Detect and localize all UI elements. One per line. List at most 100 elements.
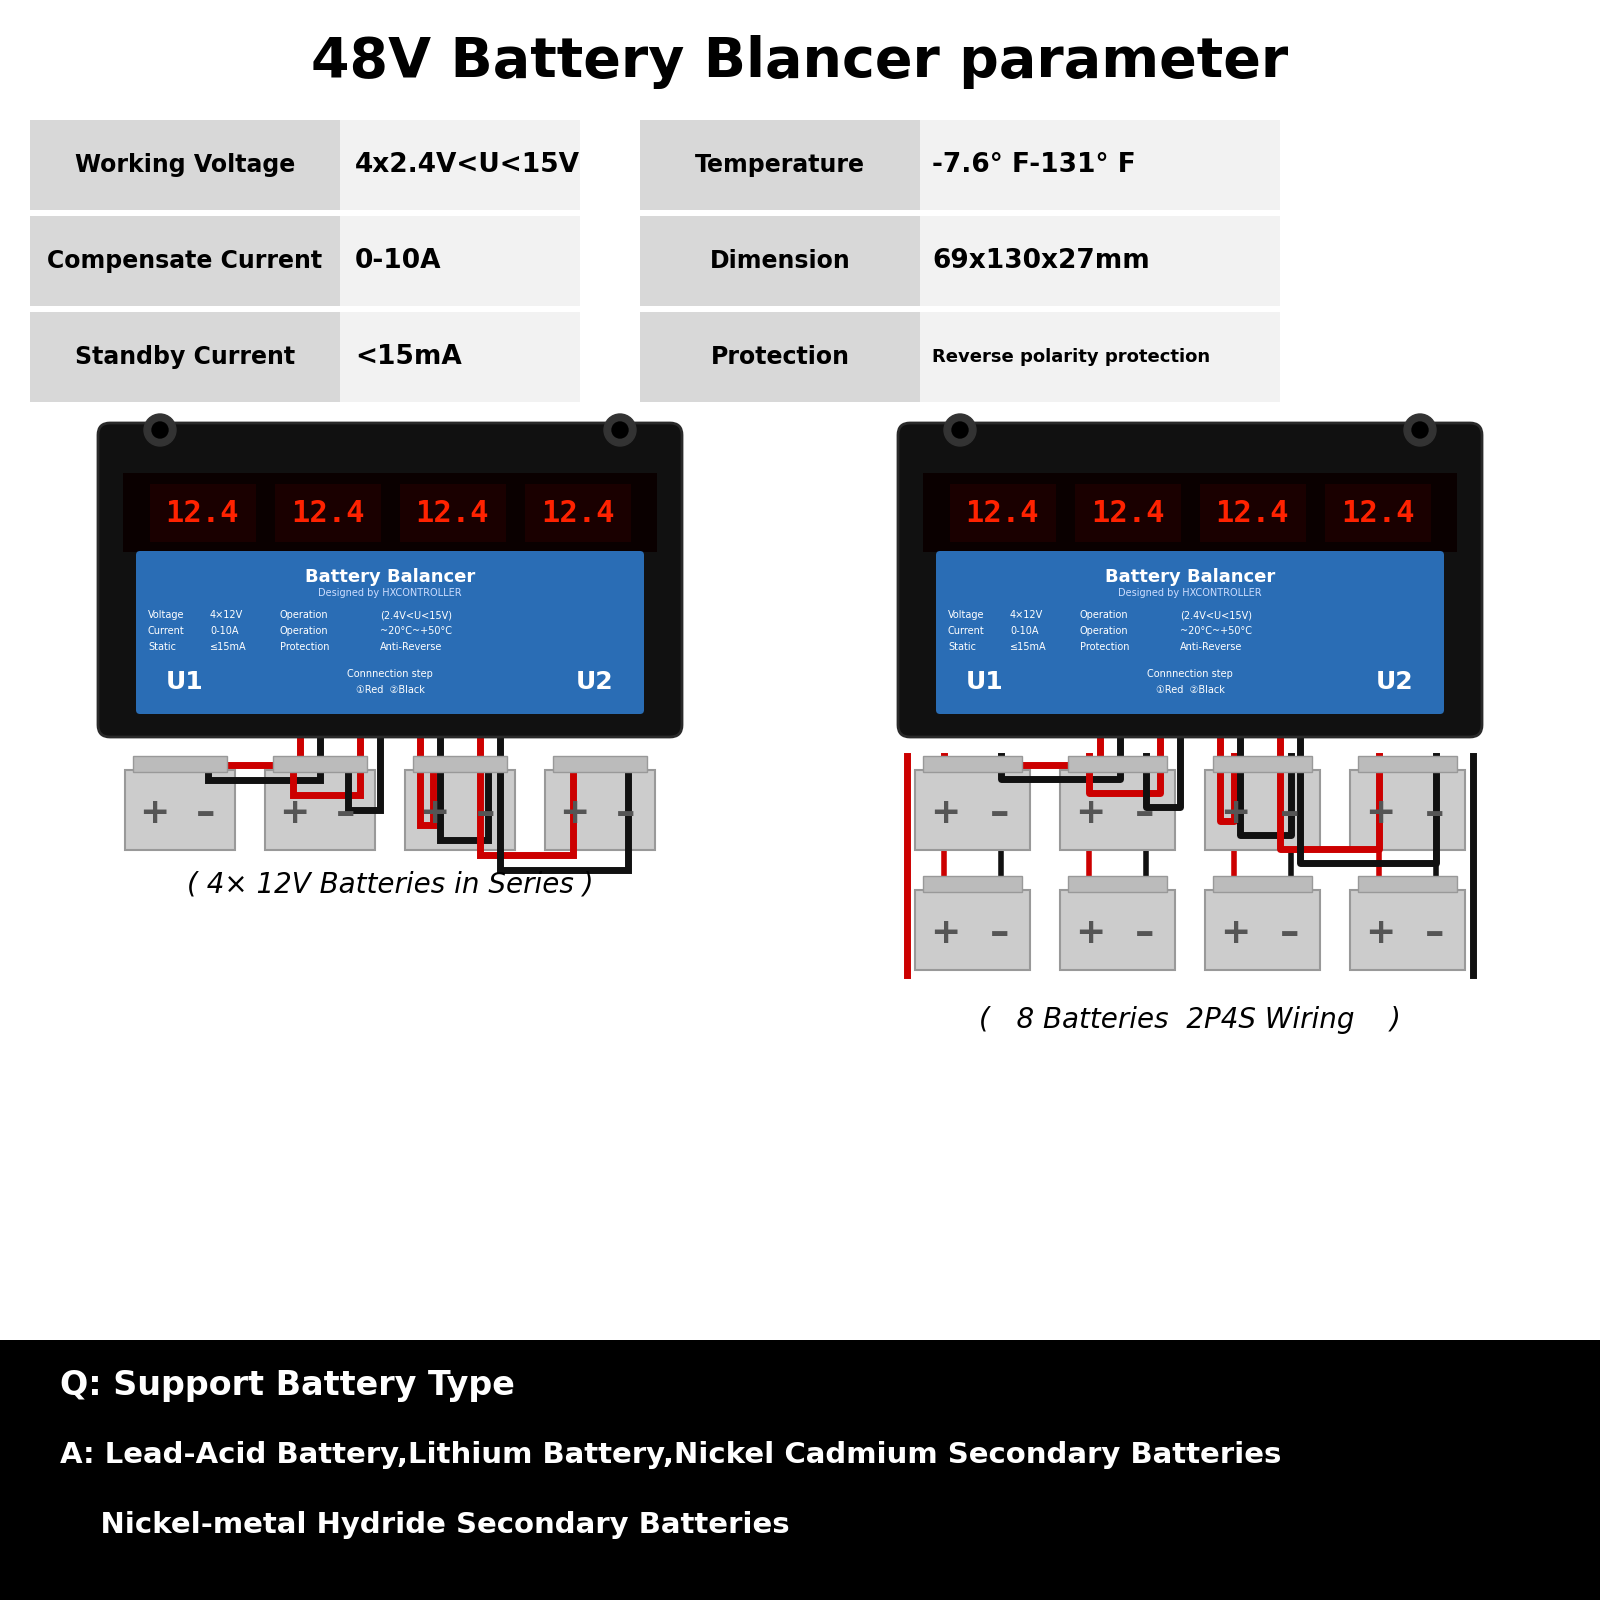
Text: Reverse polarity protection: Reverse polarity protection xyxy=(931,349,1210,366)
Text: -7.6° F-131° F: -7.6° F-131° F xyxy=(931,152,1136,178)
FancyBboxPatch shape xyxy=(275,483,381,542)
Circle shape xyxy=(144,414,176,446)
FancyBboxPatch shape xyxy=(1213,757,1312,773)
FancyBboxPatch shape xyxy=(266,770,374,850)
Text: +: + xyxy=(419,795,450,830)
Text: U1: U1 xyxy=(966,670,1003,694)
Text: ≤15mA: ≤15mA xyxy=(1010,642,1046,653)
Text: Static: Static xyxy=(147,642,176,653)
Text: 12.4: 12.4 xyxy=(1216,499,1290,528)
FancyBboxPatch shape xyxy=(400,483,506,542)
Text: 12.4: 12.4 xyxy=(166,499,240,528)
Text: ①Red  ②Black: ①Red ②Black xyxy=(355,685,424,694)
FancyBboxPatch shape xyxy=(1205,890,1320,970)
Text: 48V Battery Blancer parameter: 48V Battery Blancer parameter xyxy=(312,35,1288,90)
Text: +: + xyxy=(560,795,590,830)
Text: +: + xyxy=(1221,915,1251,950)
FancyBboxPatch shape xyxy=(274,757,366,773)
Text: +: + xyxy=(1365,795,1395,830)
Circle shape xyxy=(952,422,968,438)
FancyBboxPatch shape xyxy=(1213,877,1312,893)
Text: Designed by HXCONTROLLER: Designed by HXCONTROLLER xyxy=(1118,587,1262,598)
Text: Dimension: Dimension xyxy=(710,250,850,274)
Text: –: – xyxy=(616,794,635,832)
Text: 69x130x27mm: 69x130x27mm xyxy=(931,248,1150,274)
Text: 12.4: 12.4 xyxy=(541,499,614,528)
Text: Current: Current xyxy=(147,626,184,635)
Text: (2.4V<U<15V): (2.4V<U<15V) xyxy=(381,610,453,619)
Text: –: – xyxy=(989,914,1010,952)
Text: Protection: Protection xyxy=(280,642,330,653)
Text: (2.4V<U<15V): (2.4V<U<15V) xyxy=(1181,610,1251,619)
FancyBboxPatch shape xyxy=(640,120,920,210)
Text: –: – xyxy=(1280,914,1299,952)
FancyBboxPatch shape xyxy=(1358,757,1458,773)
FancyBboxPatch shape xyxy=(98,422,682,738)
Circle shape xyxy=(1413,422,1429,438)
Text: –: – xyxy=(1424,794,1443,832)
FancyBboxPatch shape xyxy=(915,890,1030,970)
FancyBboxPatch shape xyxy=(1069,757,1166,773)
Text: 4x2.4V<U<15V: 4x2.4V<U<15V xyxy=(355,152,579,178)
Text: (   8 Batteries  2P4S Wiring    ): ( 8 Batteries 2P4S Wiring ) xyxy=(979,1006,1402,1034)
Text: U1: U1 xyxy=(166,670,203,694)
FancyBboxPatch shape xyxy=(133,757,227,773)
Circle shape xyxy=(611,422,627,438)
Text: 12.4: 12.4 xyxy=(966,499,1040,528)
Text: Static: Static xyxy=(947,642,976,653)
FancyBboxPatch shape xyxy=(546,770,654,850)
Text: Working Voltage: Working Voltage xyxy=(75,154,294,178)
Text: 4×12V: 4×12V xyxy=(210,610,243,619)
FancyBboxPatch shape xyxy=(525,483,630,542)
FancyBboxPatch shape xyxy=(898,422,1482,738)
Text: Battery Balancer: Battery Balancer xyxy=(1106,568,1275,586)
FancyBboxPatch shape xyxy=(920,312,1280,402)
FancyBboxPatch shape xyxy=(554,757,646,773)
FancyBboxPatch shape xyxy=(1059,770,1174,850)
Text: Protection: Protection xyxy=(1080,642,1130,653)
FancyBboxPatch shape xyxy=(339,120,579,210)
FancyBboxPatch shape xyxy=(405,770,515,850)
Text: Voltage: Voltage xyxy=(947,610,984,619)
Text: –: – xyxy=(1424,914,1443,952)
FancyBboxPatch shape xyxy=(0,1341,1600,1600)
Text: U2: U2 xyxy=(1376,670,1414,694)
Text: ( 4× 12V Batteries in Series ): ( 4× 12V Batteries in Series ) xyxy=(187,870,594,899)
FancyBboxPatch shape xyxy=(123,474,658,552)
Text: 0-10A: 0-10A xyxy=(355,248,442,274)
Circle shape xyxy=(1405,414,1437,446)
Text: Operation: Operation xyxy=(280,626,328,635)
FancyBboxPatch shape xyxy=(1069,877,1166,893)
Text: Designed by HXCONTROLLER: Designed by HXCONTROLLER xyxy=(318,587,462,598)
FancyBboxPatch shape xyxy=(1350,770,1466,850)
Text: 12.4: 12.4 xyxy=(1341,499,1414,528)
Text: –: – xyxy=(475,794,496,832)
Text: Voltage: Voltage xyxy=(147,610,184,619)
Text: A: Lead-Acid Battery,Lithium Battery,Nickel Cadmium Secondary Batteries: A: Lead-Acid Battery,Lithium Battery,Nic… xyxy=(61,1442,1282,1469)
Text: Operation: Operation xyxy=(280,610,328,619)
Text: +: + xyxy=(931,795,962,830)
Text: Temperature: Temperature xyxy=(694,154,866,178)
FancyBboxPatch shape xyxy=(640,312,920,402)
FancyBboxPatch shape xyxy=(149,483,256,542)
FancyBboxPatch shape xyxy=(1205,770,1320,850)
Text: ~20°C~+50°C: ~20°C~+50°C xyxy=(381,626,453,635)
FancyBboxPatch shape xyxy=(920,216,1280,306)
Text: ≤15mA: ≤15mA xyxy=(210,642,246,653)
FancyBboxPatch shape xyxy=(413,757,507,773)
Text: Standby Current: Standby Current xyxy=(75,346,294,370)
Text: U2: U2 xyxy=(576,670,614,694)
FancyBboxPatch shape xyxy=(30,216,339,306)
FancyBboxPatch shape xyxy=(339,216,579,306)
Text: Battery Balancer: Battery Balancer xyxy=(306,568,475,586)
FancyBboxPatch shape xyxy=(923,757,1022,773)
Circle shape xyxy=(605,414,637,446)
FancyBboxPatch shape xyxy=(1358,877,1458,893)
Circle shape xyxy=(944,414,976,446)
FancyBboxPatch shape xyxy=(125,770,235,850)
Circle shape xyxy=(152,422,168,438)
FancyBboxPatch shape xyxy=(1350,890,1466,970)
Text: Current: Current xyxy=(947,626,984,635)
Text: +: + xyxy=(139,795,170,830)
Text: 12.4: 12.4 xyxy=(291,499,365,528)
